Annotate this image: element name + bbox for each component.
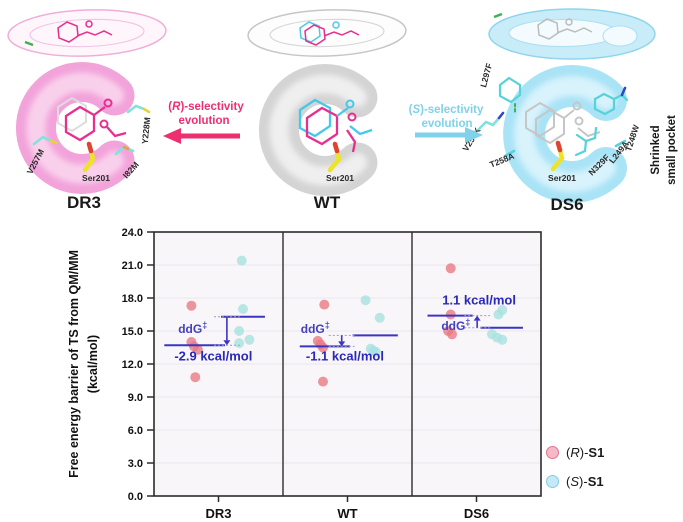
dr3-residue-y228m: Y228M [140,117,153,145]
dr3-top-disc [7,9,167,57]
wt-disc-molecule [299,21,360,46]
ddg-label: ddG‡ [441,317,470,333]
ds6-pocket-blob [503,65,627,203]
ddg-value-label: 1.1 kcal/mol [442,293,516,308]
panel-label-WT: WT [337,506,357,521]
dr3-panel: V257M Ser201 I82M Y228M DR3 [7,9,167,212]
wt-panel: Ser201 WT [247,9,407,212]
dr3-green-bond [24,40,34,47]
legend-item-s: (S)-S1 [546,470,604,492]
ds6-note-line1: Shrinked [650,125,662,174]
data-point [370,346,381,357]
dr3-disc-molecule [57,20,113,43]
y-tick-label: 9.0 [128,392,143,404]
ds6-disc-molecule [537,18,593,40]
s-arrow-label-line2: evolution [421,118,472,130]
plot-border [153,231,542,497]
y-axis-label-line1: Free energy barrier of TS from QM/MM [67,250,81,478]
s-selectivity-arrow: (S)-selectivity evolution [409,104,484,143]
data-point [446,329,457,340]
ddg-arrowhead [338,341,346,347]
wt-top-disc [247,9,407,57]
r-selectivity-arrow: (R)-selectivity evolution [163,101,244,144]
ddg-label: ddG‡ [301,320,330,336]
data-point [186,300,197,311]
dr3-title: DR3 [67,193,101,212]
dr3-residue-ser201: Ser201 [82,173,110,183]
chart-legend: (R)-S1 (S)-S1 [546,441,604,499]
s-arrow-label-line1: (S)-selectivity [409,104,484,116]
ddg-value-label: -2.9 kcal/mol [174,349,252,364]
panel-label-DR3: DR3 [205,506,231,521]
y-tick-label: 3.0 [128,458,143,470]
ds6-top-disc [488,8,656,60]
y-axis-label-line2: (kcal/mol) [86,335,100,393]
ddg-value-label: -1.1 kcal/mol [306,349,384,364]
data-point [238,304,249,314]
data-point [234,326,245,336]
data-point [497,334,508,345]
legend-label-r: (R)-S1 [566,444,605,460]
s-s1-dot-icon [546,474,559,488]
data-point [190,372,201,383]
ds6-residue-t248w: T248W [623,123,641,153]
data-point [374,312,385,323]
panel-label-DS6: DS6 [464,506,489,521]
ds6-green-bond [493,12,503,19]
data-point [493,309,504,320]
data-point [360,295,371,306]
ds6-title: DS6 [550,195,583,214]
ddg-arrowhead [223,340,231,346]
wt-title: WT [314,193,341,212]
chart-canvas: 0.0 3.0 6.0 9.0 12.0 15.0 18.0 21.0 24.0 DR3 ddG‡ -… [67,227,542,521]
ds6-panel: L297F V254K T258A Ser201 N329F L249A T24… [460,8,678,214]
y-tick-label: 12.0 [122,359,143,371]
data-point [234,338,245,349]
dr3-pocket-blob [16,62,135,194]
y-tick-label: 24.0 [122,227,143,239]
wt-ligand [298,98,373,153]
r-arrow-label-line2: evolution [178,115,229,127]
dr3-residue-sticks [32,104,151,173]
data-point [317,342,328,353]
data-point [244,334,255,345]
y-tick-label: 21.0 [122,260,143,272]
ddg-arrowhead [473,315,481,321]
ddg-label: ddG‡ [178,320,207,336]
y-tick-label: 6.0 [128,425,143,437]
wt-residue-ser201: Ser201 [326,173,354,183]
y-tick-label: 18.0 [122,293,143,305]
y-tick-label: 0.0 [128,491,143,503]
r-arrow-label-line1: (R)-selectivity [168,101,244,113]
legend-item-r: (R)-S1 [546,441,604,463]
data-point [317,376,328,387]
wt-pocket-blob [259,64,378,196]
data-point [445,309,456,320]
r-s1-dot-icon [546,445,559,459]
dr3-ligand [57,96,127,142]
wt-ser201-stick [327,141,342,173]
data-point [319,299,330,310]
ds6-residue-l297f: L297F [478,62,494,88]
ds6-note-line2: small pocket [666,115,678,185]
legend-label-s: (S)-S1 [566,473,604,489]
y-tick-label: 15.0 [122,326,143,338]
data-point [236,255,247,266]
qmmm-chart: 0.0 3.0 6.0 9.0 12.0 15.0 18.0 21.0 24.0 DR3 ddG‡ -… [0,222,683,522]
structure-illustration: V257M Ser201 I82M Y228M DR3 [7,8,678,214]
data-point [192,344,203,355]
ds6-ligand [525,101,601,145]
data-point [445,263,456,274]
ds6-residue-ser201: Ser201 [548,173,576,183]
ds6-residue-sticks [476,76,629,172]
